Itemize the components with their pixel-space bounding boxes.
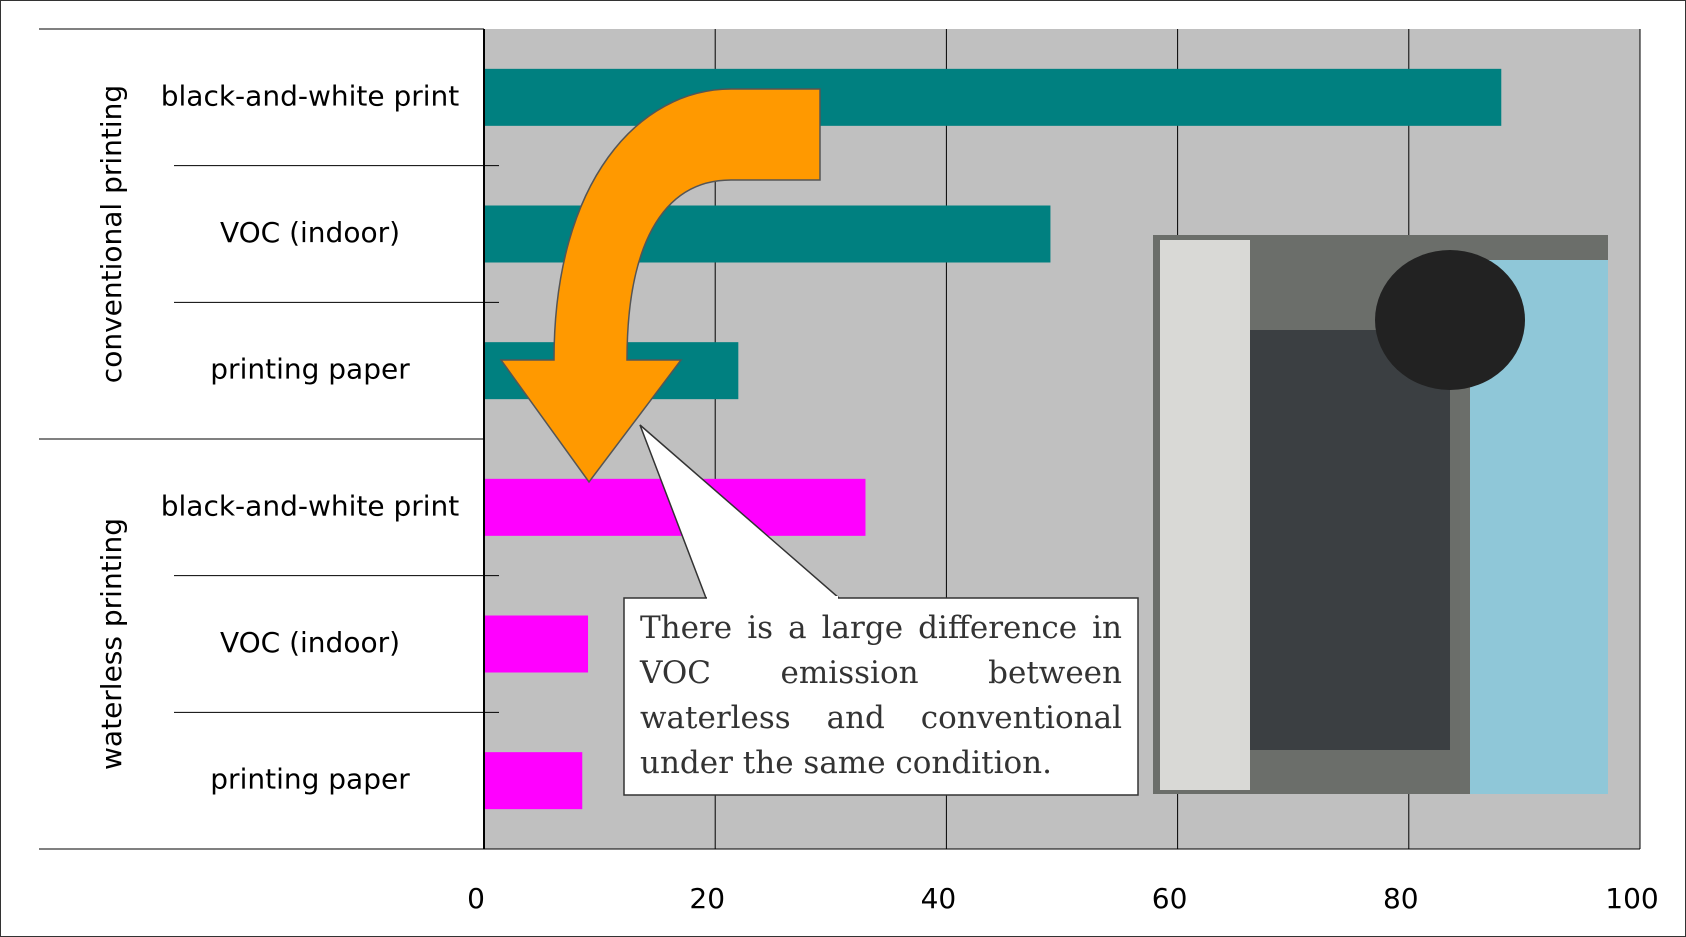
callout-join: [707, 596, 838, 600]
photo-detail: [1160, 240, 1250, 790]
arrow: [499, 88, 821, 484]
x-tick-label: 20: [689, 882, 725, 915]
x-tick-label: 60: [1152, 882, 1188, 915]
annotation: There is a large difference in VOC emiss…: [640, 610, 1122, 781]
x-tick-label: 100: [1605, 882, 1658, 915]
y-tick-label: black-and-white print: [161, 489, 460, 522]
callout-box: [623, 597, 1139, 796]
y-tick-label: black-and-white print: [161, 79, 460, 112]
photo-detail: [1375, 250, 1525, 390]
y-tick-label: VOC (indoor): [220, 216, 400, 249]
bar: [484, 68, 1502, 126]
bar: [484, 752, 583, 810]
group-label: conventional printing: [95, 85, 128, 383]
group-label: waterless printing: [95, 518, 128, 770]
bar: [484, 615, 589, 673]
photo-detail: [1250, 330, 1450, 750]
x-tick-label: 0: [467, 882, 485, 915]
y-tick-label: printing paper: [210, 763, 410, 796]
x-tick-label: 40: [921, 882, 957, 915]
y-tick-label: printing paper: [210, 353, 410, 386]
x-tick-label: 80: [1383, 882, 1419, 915]
y-tick-label: VOC (indoor): [220, 626, 400, 659]
